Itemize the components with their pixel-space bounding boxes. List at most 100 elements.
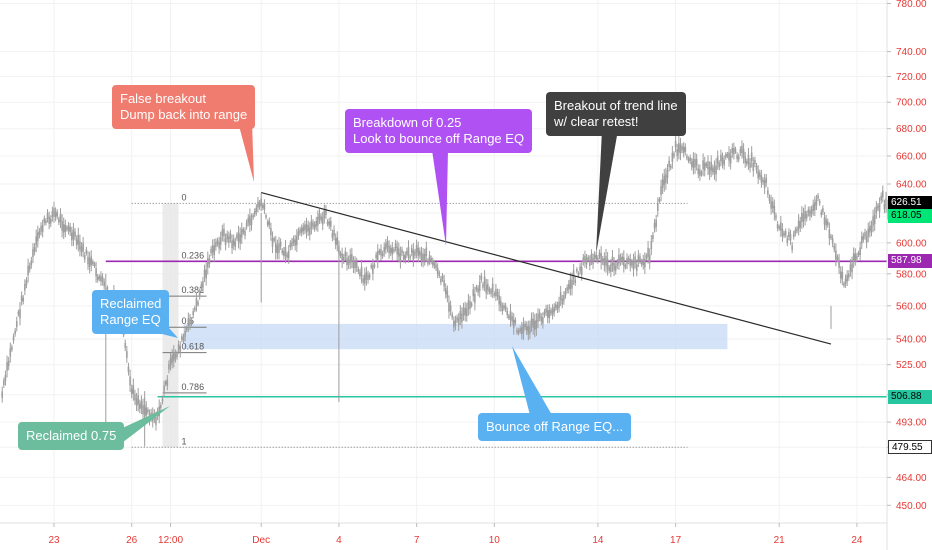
candle-body	[841, 271, 844, 280]
candle-body	[331, 233, 334, 238]
pointer-bounce-eq	[512, 346, 552, 415]
y-axis[interactable]: 780.00 740.00 720.00 700.00 680.00 660.00 640.…	[886, 0, 927, 550]
candle-body	[647, 247, 649, 257]
candle-body	[637, 255, 640, 262]
annotation-false-breakout[interactable]: False breakout Dump back into range	[112, 85, 256, 129]
candle-body	[487, 283, 489, 291]
candle-body	[459, 311, 462, 320]
candle-body	[490, 290, 492, 295]
candle-body	[255, 207, 258, 213]
candle-body	[537, 314, 539, 323]
candle-body	[857, 252, 860, 256]
candle-body	[556, 305, 559, 310]
candle-body	[417, 247, 420, 257]
candle-body	[587, 256, 589, 260]
candle-body	[642, 259, 645, 266]
candle-body	[665, 174, 667, 184]
pointer-trendline-breakout	[596, 130, 618, 254]
candle-body	[846, 274, 848, 282]
annotation-reclaimed-075[interactable]: Reclaimed 0.75	[18, 422, 125, 450]
candle-body	[815, 199, 818, 206]
candle-body	[676, 149, 679, 157]
candle-body	[20, 295, 23, 302]
price-tag-range-low: 479.55	[888, 440, 932, 455]
candle-body	[529, 326, 531, 334]
trend-line[interactable]	[261, 192, 832, 345]
candle-body	[710, 161, 713, 171]
candle-body	[226, 234, 229, 239]
annotation-bounce-eq[interactable]: Bounce off Range EQ...	[478, 413, 632, 441]
candle-body	[228, 236, 230, 243]
annotation-reclaimed-eq[interactable]: Reclaimed Range EQ	[92, 290, 170, 334]
candle-body	[347, 259, 350, 265]
candle-body	[686, 155, 688, 159]
candle-body	[631, 261, 633, 266]
candle-body	[532, 318, 534, 328]
candle-body	[548, 310, 551, 318]
candle-body	[825, 219, 827, 226]
candle-body	[755, 166, 758, 171]
x-tick-label: 23	[48, 535, 60, 546]
candle-body	[35, 236, 37, 246]
pointer-false-breakout	[238, 122, 254, 182]
candle-body	[720, 154, 722, 162]
candle-body	[54, 211, 57, 218]
candle-body	[814, 202, 816, 211]
candle-body	[504, 305, 507, 310]
candle-body	[427, 260, 429, 264]
candle-body	[206, 258, 209, 268]
y-tick-label: 680.00	[896, 124, 927, 135]
candle-body	[11, 346, 13, 350]
candle-body	[93, 263, 96, 267]
candle-body	[551, 308, 554, 315]
candle-body	[454, 320, 457, 327]
candle-body	[558, 301, 560, 308]
candle-body	[375, 254, 377, 259]
candle-body	[271, 237, 274, 247]
candle-body	[880, 195, 882, 201]
candle-body	[43, 218, 46, 223]
candle-body	[542, 317, 544, 324]
candle-body	[3, 380, 5, 385]
candle-body	[194, 307, 196, 311]
candle-body	[742, 149, 745, 158]
y-tick-label: 720.00	[896, 72, 927, 83]
candle-body	[767, 190, 769, 195]
annotation-breakdown[interactable]: Breakdown of 0.25 Look to bounce off Ran…	[345, 109, 533, 153]
candle-body	[58, 219, 60, 223]
candle-body	[284, 246, 287, 257]
candle-body	[380, 249, 382, 256]
candle-body	[786, 238, 789, 243]
candle-body	[854, 253, 857, 261]
candle-body	[729, 155, 732, 164]
candle-body	[446, 290, 449, 298]
candle-body	[582, 257, 585, 263]
candle-body	[692, 158, 695, 168]
x-tick-label: Dec	[252, 535, 270, 546]
candle-body	[283, 250, 285, 256]
candle-body	[666, 169, 669, 178]
x-axis[interactable]: 23 26 12:00 Dec 4 7 10 14 17 21 24	[0, 522, 887, 546]
candle-body	[37, 232, 39, 242]
candle-body	[258, 202, 261, 207]
candle-body	[658, 198, 661, 202]
candle-body	[448, 302, 450, 312]
candle-body	[71, 232, 73, 241]
candle-body	[703, 162, 706, 171]
candle-body	[359, 272, 361, 277]
candle-body	[242, 229, 245, 233]
candle-body	[401, 249, 403, 254]
candle-body	[718, 163, 721, 168]
candle-body	[372, 265, 374, 274]
candle-body	[750, 152, 753, 162]
y-tick-label: 560.00	[896, 301, 927, 312]
candle-body	[559, 291, 562, 300]
candle-body	[736, 154, 738, 160]
candle-body	[644, 258, 646, 268]
candle-body	[663, 175, 666, 185]
annotation-trendline-breakout[interactable]: Breakout of trend line w/ clear retest!	[546, 92, 686, 136]
candle-body	[389, 248, 392, 253]
candle-body	[171, 354, 173, 363]
